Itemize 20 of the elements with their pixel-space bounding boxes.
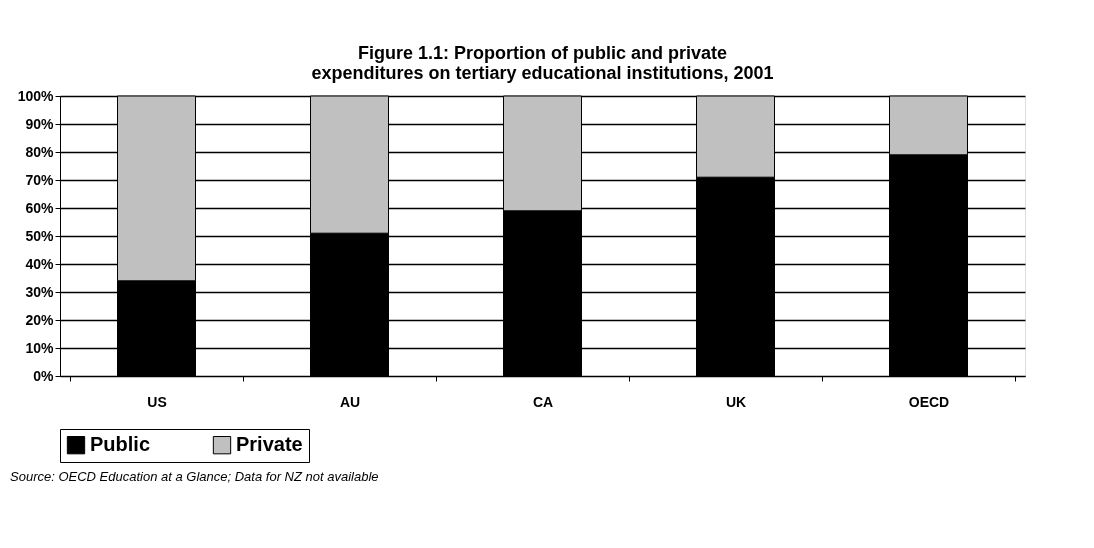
legend-label: Private bbox=[236, 433, 303, 456]
y-tick-label: 100% bbox=[17, 87, 55, 104]
y-tick-label: 80% bbox=[25, 143, 55, 160]
y-tick-label: 20% bbox=[25, 311, 55, 328]
x-tick-label: UK bbox=[725, 393, 747, 410]
chart-title: Figure 1.1: Proportion of public and private expenditures on tertiary educational institutions, 2001 bbox=[311, 43, 774, 83]
x-tick-label: OECD bbox=[908, 393, 950, 410]
y-tick-label: 10% bbox=[25, 339, 55, 356]
x-tick-label: CA bbox=[532, 393, 554, 410]
y-tick-label: 90% bbox=[25, 115, 55, 132]
y-tick-label: 50% bbox=[25, 227, 55, 244]
y-tick-label: 40% bbox=[25, 255, 55, 272]
y-tick-label: 30% bbox=[25, 283, 55, 300]
source-note: Source: OECD Education at a Glance; Data for NZ not available bbox=[10, 469, 379, 484]
y-tick-label: 70% bbox=[25, 171, 55, 188]
x-tick-label: AU bbox=[339, 393, 361, 410]
y-tick-label: 0% bbox=[33, 367, 55, 384]
y-tick-label: 60% bbox=[25, 199, 55, 216]
legend-label: Public bbox=[90, 433, 151, 456]
x-tick-label: US bbox=[147, 393, 167, 410]
